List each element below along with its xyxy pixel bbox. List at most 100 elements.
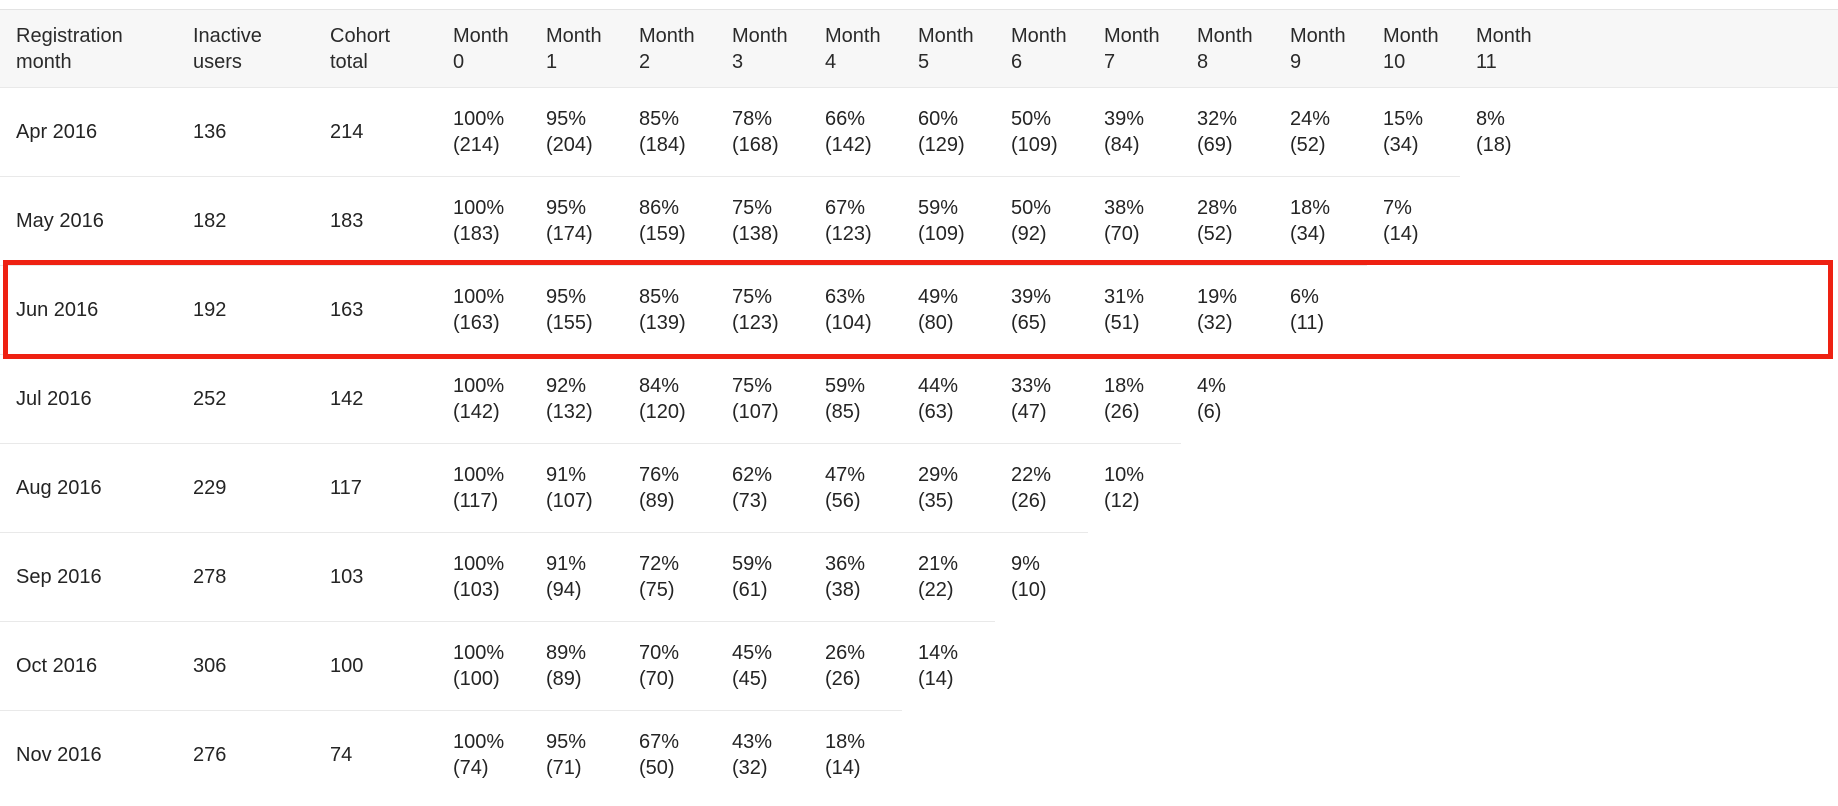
retention-count: (92) [1011, 223, 1047, 245]
cohort-cell: 95% (155) [530, 265, 623, 355]
cohort-cell: 62% (73) [716, 443, 809, 533]
cohort-total-cell: 183 [314, 176, 437, 266]
cohort-cell: 31% (51) [1088, 265, 1181, 355]
cohort-cell [1460, 711, 1553, 800]
retention-percent: 67% [825, 197, 866, 219]
cohort-cell: 43% (32) [716, 710, 809, 800]
cohort-cell: 100% (183) [437, 176, 530, 266]
retention-count: (52) [1290, 134, 1326, 156]
retention-percent: 39% [1104, 108, 1145, 130]
retention-count: (109) [918, 223, 965, 245]
cohort-cell: 39% (84) [1088, 87, 1181, 177]
retention-count: (94) [546, 579, 582, 601]
retention-count: (80) [918, 312, 954, 334]
cohort-cell: 18% (26) [1088, 354, 1181, 444]
retention-count: (214) [453, 134, 500, 156]
retention-percent: 18% [825, 731, 866, 754]
cohort-total-cell: 163 [314, 265, 437, 355]
retention-percent: 85% [639, 286, 680, 308]
cohort-cell: 59% (61) [716, 532, 809, 622]
cohort-cell: 18% (14) [809, 710, 902, 800]
cohort-cell: 22% (26) [995, 443, 1088, 533]
column-header: Cohort total [314, 9, 437, 88]
retention-percent: 15% [1383, 108, 1424, 130]
table-row: Oct 2016 306 100 100% (100) 89% (89) 70% (70) 45%… [0, 621, 1838, 711]
retention-percent: 75% [732, 197, 773, 219]
cohort-cell: 39% (65) [995, 265, 1088, 355]
cohort-cell: 100% (142) [437, 354, 530, 444]
cohort-cell: 10% (12) [1088, 443, 1181, 533]
cohort-cell: 6% (11) [1274, 265, 1367, 355]
retention-percent: 6% [1290, 286, 1319, 309]
cohort-cell [1274, 533, 1367, 622]
retention-count: (12) [1104, 490, 1140, 513]
cohort-cell: 49% (80) [902, 265, 995, 355]
column-header: Month 10 [1367, 9, 1460, 88]
cohort-cell: 28% (52) [1181, 176, 1274, 266]
cohort-cell: 50% (92) [995, 176, 1088, 266]
retention-count: (61) [732, 579, 768, 601]
registration-month-cell: Oct 2016 [0, 621, 177, 711]
retention-percent: 63% [825, 286, 866, 308]
cohort-cell: 100% (214) [437, 87, 530, 177]
retention-count: (50) [639, 757, 675, 780]
cohort-cell: 59% (85) [809, 354, 902, 444]
retention-percent: 38% [1104, 197, 1145, 219]
retention-count: (32) [732, 757, 768, 780]
column-header: Month 6 [995, 9, 1088, 88]
cohort-cell: 32% (69) [1181, 87, 1274, 177]
cohort-cell [1460, 355, 1553, 444]
table-header-row: Registration month Inactive users Cohort t… [0, 9, 1838, 88]
cohort-cell [1181, 622, 1274, 711]
cohort-cell: 100% (117) [437, 443, 530, 533]
retention-percent: 100% [453, 108, 505, 130]
retention-percent: 59% [918, 197, 959, 219]
row-filler [1553, 444, 1838, 533]
cohort-cell: 75% (123) [716, 265, 809, 355]
cohort-cell [995, 711, 1088, 800]
column-header: Month 0 [437, 9, 530, 88]
retention-count: (32) [1197, 312, 1233, 334]
cohort-cell: 19% (32) [1181, 265, 1274, 355]
cohort-cell [1274, 355, 1367, 444]
column-header: Month 3 [716, 9, 809, 88]
column-header: Month 9 [1274, 9, 1367, 88]
table-row: May 2016 182 183 100% (183) 95% (174) 86% (159) 7… [0, 176, 1838, 266]
cohort-cell [1088, 711, 1181, 800]
retention-count: (73) [732, 490, 768, 512]
retention-percent: 24% [1290, 108, 1331, 130]
cohort-cell [1274, 444, 1367, 533]
cohort-cell: 100% (74) [437, 710, 530, 800]
cohort-cell [1274, 622, 1367, 711]
retention-percent: 10% [1104, 464, 1145, 487]
retention-percent: 95% [546, 197, 587, 219]
retention-percent: 14% [918, 642, 959, 665]
cohort-total-cell: 74 [314, 710, 437, 800]
cohort-cell: 66% (142) [809, 87, 902, 177]
cohort-cell: 78% (168) [716, 87, 809, 177]
inactive-users-cell: 276 [177, 710, 314, 800]
cohort-cell: 86% (159) [623, 176, 716, 266]
cohort-total-cell: 117 [314, 443, 437, 533]
inactive-users-cell: 229 [177, 443, 314, 533]
registration-month-cell: May 2016 [0, 176, 177, 266]
retention-percent: 18% [1104, 375, 1145, 397]
cohort-cell [1181, 444, 1274, 533]
retention-percent: 33% [1011, 375, 1052, 397]
cohort-cell [995, 622, 1088, 711]
retention-count: (129) [918, 134, 965, 156]
retention-count: (75) [639, 579, 675, 601]
cohort-cell [1367, 533, 1460, 622]
cohort-cell [1088, 533, 1181, 622]
cohort-cell [1274, 711, 1367, 800]
cohort-cell: 95% (71) [530, 710, 623, 800]
cohort-cell [1367, 444, 1460, 533]
inactive-users-cell: 136 [177, 87, 314, 177]
retention-count: (107) [546, 490, 593, 512]
cohort-cell: 29% (35) [902, 443, 995, 533]
cohort-cell [1460, 622, 1553, 711]
cohort-cell: 95% (174) [530, 176, 623, 266]
retention-percent: 19% [1197, 286, 1238, 308]
retention-percent: 59% [732, 553, 773, 575]
retention-percent: 91% [546, 464, 587, 486]
